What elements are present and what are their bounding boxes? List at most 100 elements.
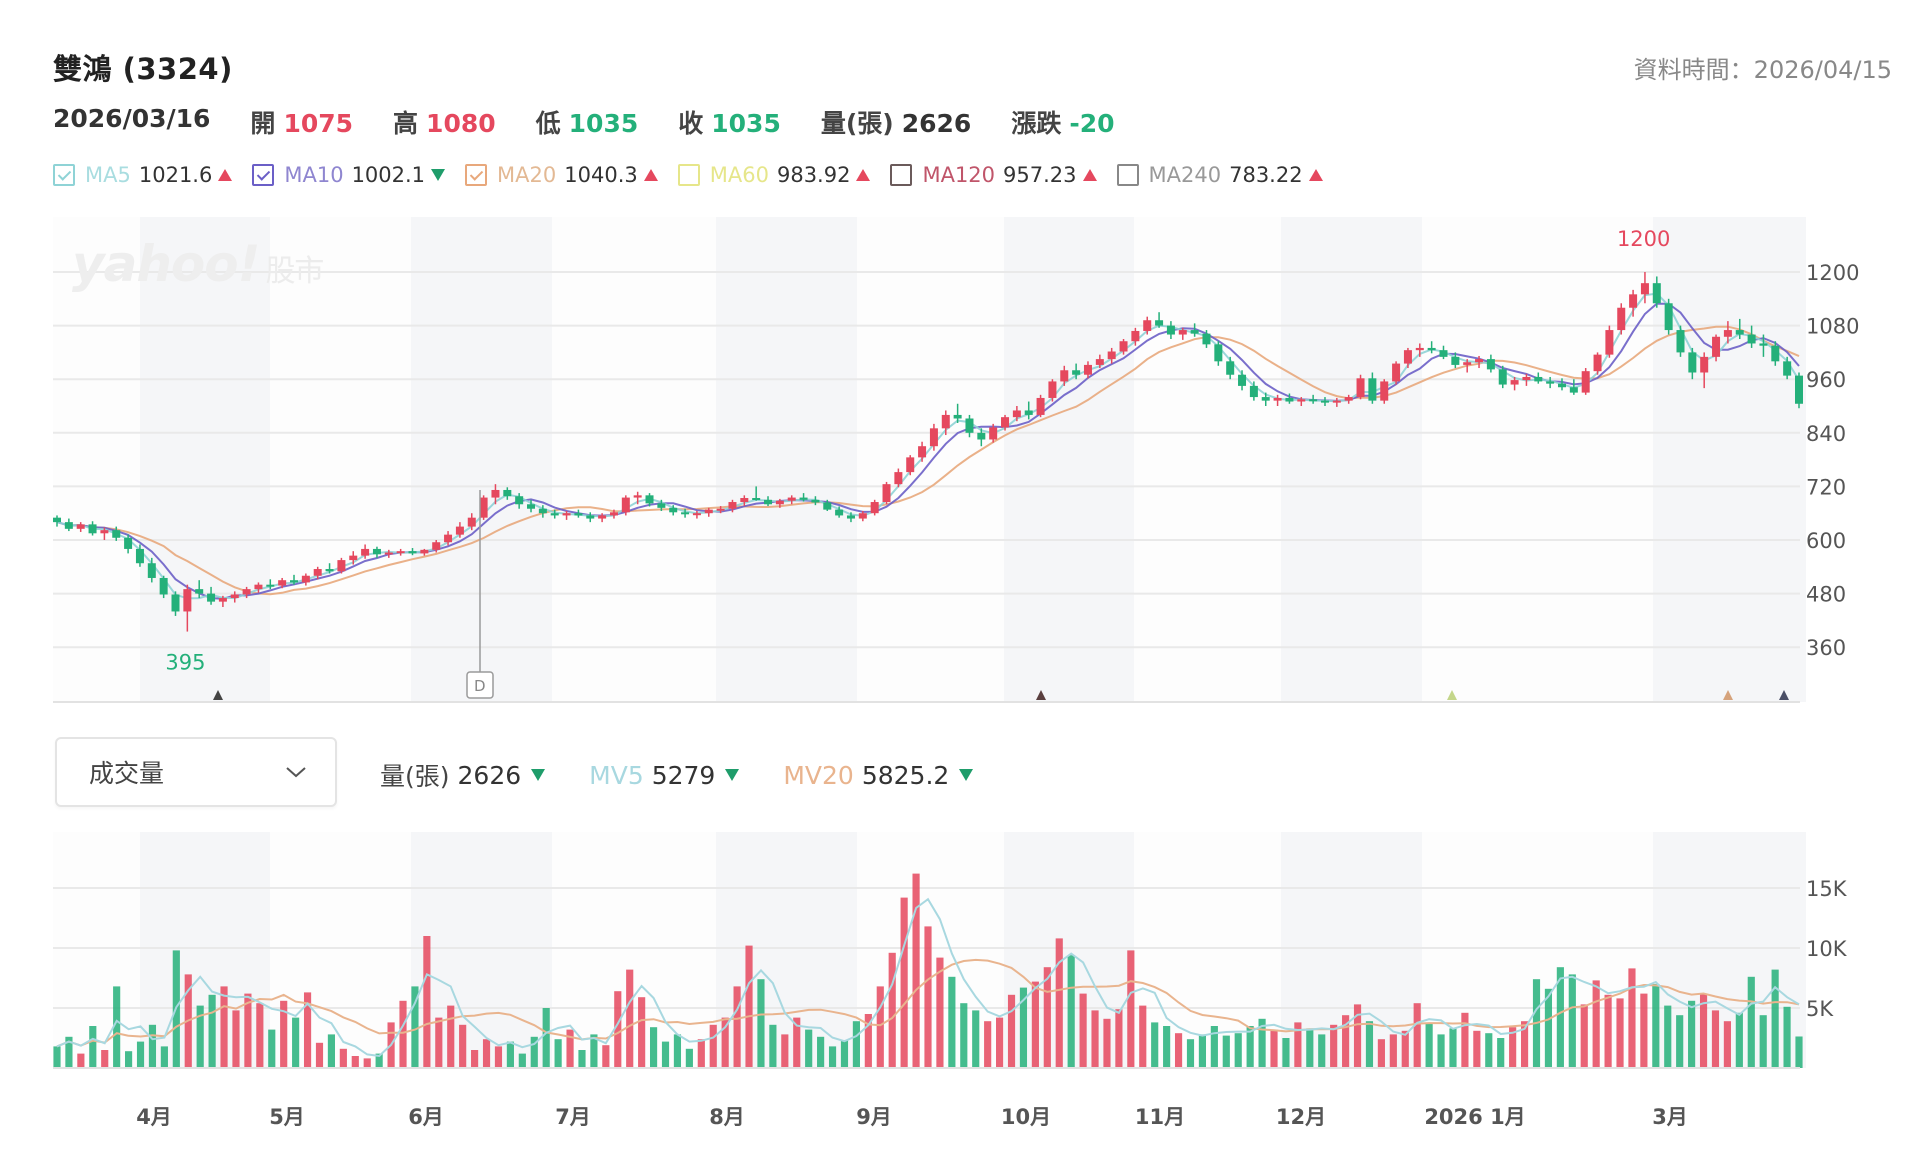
candle-body bbox=[266, 584, 275, 587]
volume-legend-vol: 量(張) 2626 bbox=[380, 757, 546, 793]
indicator-select-dropdown[interactable]: 成交量 bbox=[55, 737, 337, 807]
checkbox-checked-icon[interactable] bbox=[53, 164, 75, 186]
candle-body bbox=[444, 534, 453, 543]
signal-triangle-icon bbox=[213, 690, 223, 700]
candle-body bbox=[1107, 351, 1116, 360]
volume-bar bbox=[1783, 1006, 1791, 1068]
ma-toggle-ma20[interactable]: MA20 1040.3 bbox=[465, 163, 658, 187]
ma-toggle-ma240[interactable]: MA240 783.22 bbox=[1116, 163, 1323, 187]
dividend-marker-box[interactable] bbox=[466, 671, 494, 699]
candle-body bbox=[799, 497, 808, 500]
volume-bar bbox=[1520, 1021, 1529, 1068]
volume-bar bbox=[1699, 993, 1708, 1068]
checkbox-unchecked-icon[interactable] bbox=[677, 164, 700, 186]
volume-bar bbox=[1401, 1030, 1409, 1068]
price-candlestick-chart[interactable]: 1200 1080 960 840 720 600 480 360 1200 395 D bbox=[0, 205, 1920, 715]
candle-body bbox=[1557, 383, 1566, 388]
checkbox-checked-icon[interactable] bbox=[252, 164, 275, 186]
ma-toggle-ma120[interactable]: MA120 957.23 bbox=[890, 163, 1097, 187]
volume-bar bbox=[506, 1041, 514, 1068]
volume-bar bbox=[1019, 987, 1028, 1068]
candle-body bbox=[124, 537, 133, 549]
volume-bar bbox=[805, 1029, 813, 1068]
volume-bar bbox=[1377, 1039, 1385, 1068]
volume-y-axis-label: 10K bbox=[1806, 937, 1848, 961]
candle-body bbox=[53, 517, 61, 523]
volume-bar-chart[interactable]: 15K 10K 5K 4月 5月 6月 7月 8月 9月 10月 11月 12月 2026 1月 3月 bbox=[0, 820, 1920, 1160]
candle-body bbox=[1083, 364, 1092, 375]
y-axis-label: 600 bbox=[1806, 529, 1846, 553]
candle-body bbox=[692, 513, 701, 516]
candle-body bbox=[1143, 320, 1152, 331]
candle-body bbox=[1273, 397, 1282, 401]
candle-body bbox=[941, 414, 950, 429]
checkbox-unchecked-icon[interactable] bbox=[890, 164, 913, 186]
candle-body bbox=[1131, 330, 1140, 342]
candle-body bbox=[112, 530, 121, 538]
candle-body bbox=[100, 530, 109, 534]
candle-body bbox=[823, 502, 832, 510]
volume-bar bbox=[1007, 994, 1016, 1068]
volume-bar bbox=[351, 1056, 359, 1068]
volume-bar bbox=[1079, 993, 1087, 1068]
candle-body bbox=[1048, 381, 1057, 398]
candle-body bbox=[195, 589, 204, 594]
checkbox-unchecked-icon[interactable] bbox=[1116, 164, 1139, 186]
candle-body bbox=[230, 594, 239, 599]
candle-body bbox=[1392, 363, 1401, 382]
candle-body bbox=[1735, 330, 1744, 335]
candle-body bbox=[1001, 417, 1010, 428]
candle-body bbox=[929, 428, 938, 447]
signal-triangle-icon bbox=[1036, 690, 1046, 700]
volume-bar bbox=[196, 1005, 204, 1068]
volume-bar bbox=[1103, 1018, 1111, 1068]
volume-bar bbox=[148, 1024, 157, 1068]
y-axis-label: 1200 bbox=[1806, 261, 1859, 285]
volume-bar bbox=[828, 1046, 837, 1068]
mv5-line bbox=[56, 897, 1800, 1058]
candle-body bbox=[467, 517, 476, 527]
volume-bar bbox=[852, 1021, 860, 1068]
volume-bar bbox=[1365, 1021, 1374, 1068]
x-axis-month-label: 9月 bbox=[856, 1105, 892, 1129]
candle-body bbox=[846, 515, 855, 519]
ma-toggle-ma5[interactable]: MA5 1021.6 bbox=[53, 163, 233, 187]
candle-body bbox=[242, 589, 251, 595]
candle-body bbox=[1783, 361, 1792, 376]
volume-bar bbox=[65, 1036, 73, 1068]
candle-body bbox=[1652, 283, 1661, 304]
candle-body bbox=[1427, 347, 1436, 351]
triangle-up-icon bbox=[1308, 169, 1323, 181]
volume-legend-mv5: MV5 5279 bbox=[589, 761, 740, 790]
volume-bar bbox=[1592, 980, 1600, 1068]
month-band bbox=[140, 217, 270, 702]
volume-bar bbox=[303, 992, 312, 1068]
volume-bar bbox=[1497, 1038, 1505, 1068]
candle-body bbox=[1060, 370, 1069, 382]
volume-bar bbox=[578, 1050, 586, 1068]
volume-bar bbox=[1759, 1015, 1767, 1068]
candle-body bbox=[1629, 294, 1638, 308]
volume-bar bbox=[89, 1026, 97, 1068]
volume-bar bbox=[757, 979, 765, 1068]
volume-bar bbox=[697, 1039, 705, 1068]
candle-body bbox=[1522, 376, 1531, 381]
ma-toggle-ma10[interactable]: MA10 1002.1 bbox=[252, 163, 446, 187]
y-axis-label: 360 bbox=[1806, 636, 1846, 660]
volume-bar bbox=[1330, 1024, 1338, 1068]
candle-body bbox=[953, 414, 962, 419]
x-axis-month-label: 10月 bbox=[1001, 1105, 1051, 1129]
volume-bar bbox=[840, 1040, 849, 1068]
volume-bar bbox=[1115, 1009, 1123, 1068]
volume-bar bbox=[399, 1000, 407, 1068]
candle-body bbox=[752, 498, 761, 501]
candle-body bbox=[313, 569, 322, 576]
volume-bar bbox=[208, 994, 216, 1068]
candle-body bbox=[1676, 330, 1685, 353]
volume-bar bbox=[1652, 984, 1660, 1068]
ma-toggle-ma60[interactable]: MA60 983.92 bbox=[677, 163, 871, 187]
triangle-down-icon bbox=[959, 769, 974, 781]
stock-title: 雙鴻 (3324) bbox=[53, 52, 233, 86]
candle-body bbox=[455, 526, 464, 535]
checkbox-checked-icon[interactable] bbox=[465, 164, 488, 186]
